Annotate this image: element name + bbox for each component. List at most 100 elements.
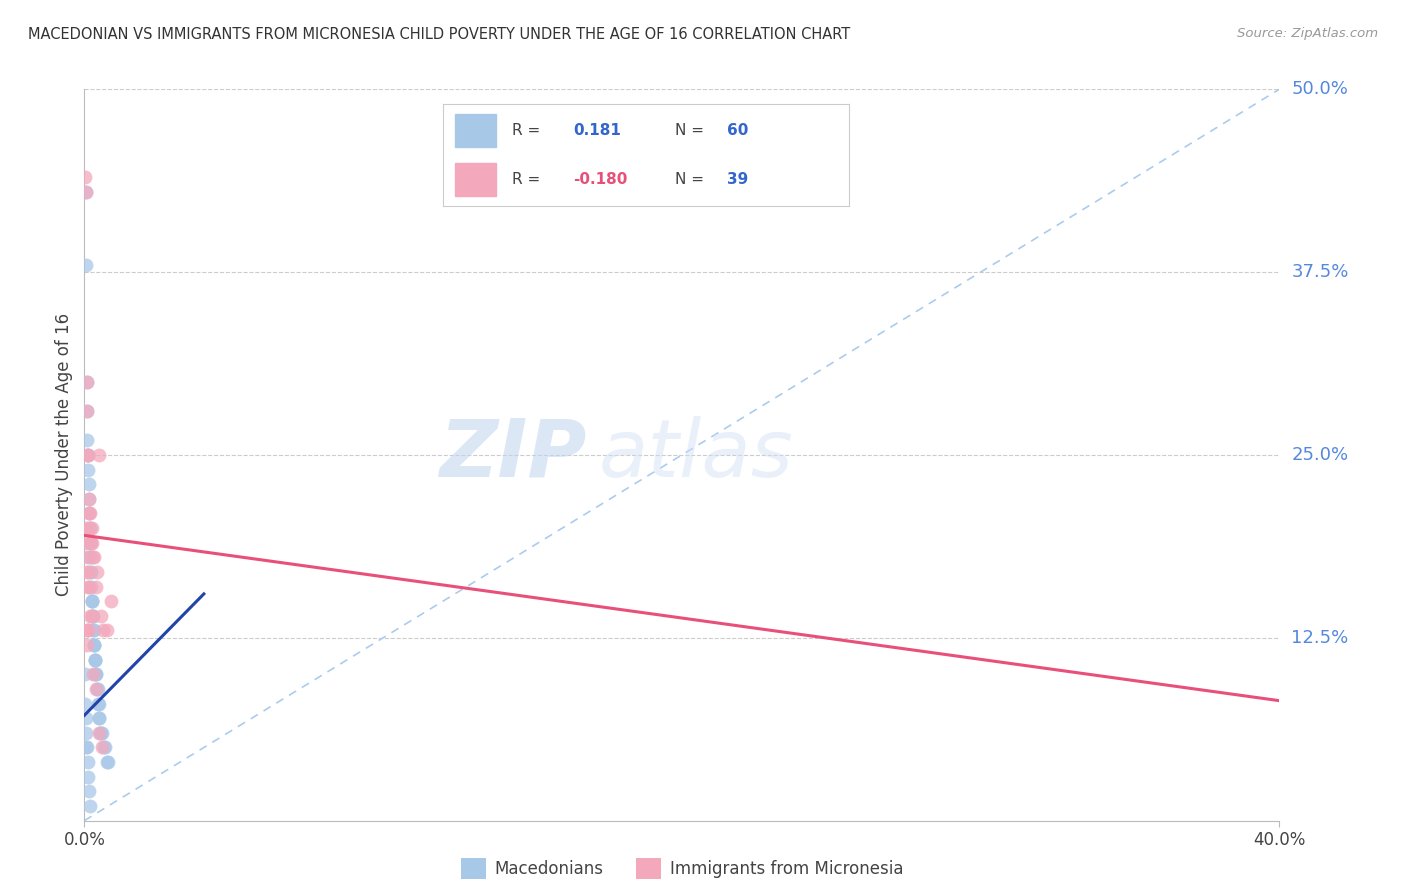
Point bbox=[76, 448, 98, 462]
Point bbox=[75, 169, 97, 184]
Point bbox=[75, 740, 97, 755]
Point bbox=[84, 653, 107, 667]
Point bbox=[79, 550, 101, 565]
Text: atlas: atlas bbox=[599, 416, 793, 494]
Point bbox=[77, 477, 100, 491]
Point bbox=[84, 681, 107, 696]
Point bbox=[82, 594, 104, 608]
Point bbox=[90, 608, 112, 623]
Point bbox=[75, 697, 97, 711]
Point bbox=[79, 521, 101, 535]
Point bbox=[83, 653, 105, 667]
Point bbox=[77, 507, 100, 521]
Point bbox=[82, 624, 104, 638]
Point bbox=[82, 550, 104, 565]
Point bbox=[77, 784, 100, 798]
Point bbox=[77, 580, 100, 594]
Point bbox=[80, 565, 103, 579]
Point bbox=[83, 550, 105, 565]
Point bbox=[76, 404, 98, 418]
Point bbox=[75, 726, 97, 740]
Point bbox=[77, 755, 100, 769]
Point bbox=[80, 580, 103, 594]
Point bbox=[75, 535, 97, 549]
Point bbox=[80, 594, 103, 608]
Point bbox=[75, 185, 97, 199]
Point bbox=[75, 258, 97, 272]
Point bbox=[89, 726, 111, 740]
Point bbox=[96, 624, 118, 638]
Point bbox=[75, 667, 97, 681]
Point bbox=[80, 565, 103, 579]
Point bbox=[83, 624, 105, 638]
Point bbox=[82, 535, 104, 549]
Point bbox=[77, 491, 100, 506]
Point bbox=[96, 755, 118, 769]
Point bbox=[89, 448, 111, 462]
Point bbox=[87, 697, 110, 711]
Point bbox=[97, 755, 120, 769]
Point bbox=[84, 667, 107, 681]
Point bbox=[82, 608, 104, 623]
Point bbox=[79, 608, 101, 623]
Point bbox=[76, 565, 98, 579]
Point bbox=[76, 740, 98, 755]
Point bbox=[77, 462, 100, 476]
Point bbox=[76, 550, 98, 565]
Point bbox=[76, 434, 98, 448]
Point bbox=[75, 185, 97, 199]
Text: MACEDONIAN VS IMMIGRANTS FROM MICRONESIA CHILD POVERTY UNDER THE AGE OF 16 CORRE: MACEDONIAN VS IMMIGRANTS FROM MICRONESIA… bbox=[28, 27, 851, 42]
Point bbox=[91, 726, 114, 740]
Point bbox=[80, 608, 103, 623]
Text: ZIP: ZIP bbox=[439, 416, 586, 494]
Point bbox=[93, 740, 115, 755]
Point bbox=[83, 638, 105, 652]
Text: 12.5%: 12.5% bbox=[1291, 629, 1348, 647]
Point bbox=[79, 521, 101, 535]
Point bbox=[77, 448, 100, 462]
Text: 37.5%: 37.5% bbox=[1291, 263, 1348, 281]
Point bbox=[86, 565, 108, 579]
Point bbox=[79, 507, 101, 521]
Point bbox=[76, 375, 98, 389]
Text: 50.0%: 50.0% bbox=[1291, 80, 1348, 98]
Point bbox=[82, 608, 104, 623]
Point bbox=[77, 770, 100, 784]
Point bbox=[79, 799, 101, 814]
Text: Source: ZipAtlas.com: Source: ZipAtlas.com bbox=[1237, 27, 1378, 40]
Point bbox=[86, 667, 108, 681]
Point bbox=[86, 681, 108, 696]
Legend: Macedonians, Immigrants from Micronesia: Macedonians, Immigrants from Micronesia bbox=[454, 852, 910, 886]
Point bbox=[76, 624, 98, 638]
Point bbox=[77, 565, 100, 579]
Y-axis label: Child Poverty Under the Age of 16: Child Poverty Under the Age of 16 bbox=[55, 313, 73, 597]
Point bbox=[91, 624, 114, 638]
Point bbox=[77, 580, 100, 594]
Point bbox=[83, 653, 105, 667]
Point bbox=[77, 491, 100, 506]
Point bbox=[100, 594, 122, 608]
Point bbox=[80, 521, 103, 535]
Point bbox=[87, 697, 110, 711]
Point bbox=[75, 711, 97, 725]
Point bbox=[80, 535, 103, 549]
Point bbox=[84, 580, 107, 594]
Point bbox=[77, 448, 100, 462]
Point bbox=[76, 375, 98, 389]
Text: 25.0%: 25.0% bbox=[1291, 446, 1348, 464]
Point bbox=[77, 624, 100, 638]
Point bbox=[86, 667, 108, 681]
Point bbox=[89, 726, 111, 740]
Point bbox=[76, 638, 98, 652]
Point bbox=[83, 638, 105, 652]
Point bbox=[82, 667, 104, 681]
Point bbox=[89, 711, 111, 725]
Point bbox=[90, 726, 112, 740]
Point bbox=[79, 550, 101, 565]
Point bbox=[79, 521, 101, 535]
Point bbox=[94, 740, 117, 755]
Point bbox=[77, 624, 100, 638]
Point bbox=[82, 608, 104, 623]
Point bbox=[79, 507, 101, 521]
Point bbox=[79, 535, 101, 549]
